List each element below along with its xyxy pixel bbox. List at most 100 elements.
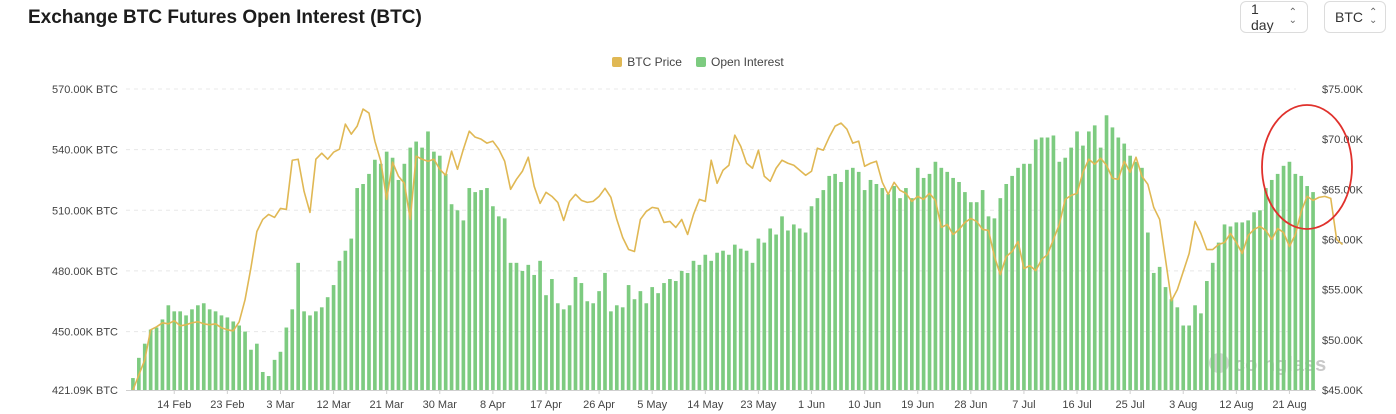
open-interest-bar <box>915 167 920 390</box>
open-interest-bar <box>1234 222 1239 390</box>
open-interest-bar <box>1004 184 1009 390</box>
x-tick-label: 30 Mar <box>423 399 458 411</box>
open-interest-bar <box>833 173 837 390</box>
open-interest-bar <box>662 283 666 390</box>
open-interest-bar <box>378 163 383 390</box>
unit-select[interactable]: BTC ⌃ ⌄ <box>1324 1 1386 33</box>
legend-item-open-interest[interactable]: Open Interest <box>695 55 784 69</box>
y-left-tick-label: 450.00K BTC <box>52 327 118 339</box>
open-interest-bar <box>821 190 826 390</box>
open-interest-bar <box>331 285 336 390</box>
open-interest-bar <box>904 188 908 390</box>
open-interest-bar <box>1264 188 1268 390</box>
open-interest-bar <box>154 327 159 390</box>
x-tick-label: 26 Apr <box>583 399 615 411</box>
y-right-tick-label: $70.00K <box>1322 134 1364 146</box>
y-left-tick-label: 421.09K BTC <box>52 385 118 397</box>
open-interest-bar <box>1140 167 1144 390</box>
open-interest-bar <box>390 157 395 390</box>
open-interest-bar <box>219 315 224 390</box>
open-interest-bar <box>1222 224 1227 390</box>
open-interest-bar <box>349 238 354 390</box>
open-interest-bar <box>255 343 259 390</box>
open-interest-bar <box>632 299 637 390</box>
open-interest-bar <box>815 198 820 390</box>
open-interest-bar <box>396 179 401 390</box>
open-interest-bar <box>927 173 932 390</box>
x-tick-label: 21 Aug <box>1272 399 1306 411</box>
open-interest-bar <box>361 184 365 390</box>
open-interest-bar <box>1033 139 1038 390</box>
open-interest-bar <box>408 147 413 390</box>
open-interest-bar <box>1022 163 1026 390</box>
open-interest-bar <box>1081 145 1085 390</box>
y-right-tick-label: $55.00K <box>1322 285 1364 297</box>
open-interest-bar <box>243 331 247 390</box>
open-interest-bar <box>284 327 289 390</box>
open-interest-bar <box>520 270 525 390</box>
x-tick-label: 12 Mar <box>316 399 351 411</box>
open-interest-bar <box>968 202 973 390</box>
open-interest-bar <box>626 285 631 390</box>
open-interest-bar <box>762 242 767 390</box>
open-interest-bar <box>278 351 283 390</box>
page-title: Exchange BTC Futures Open Interest (BTC) <box>28 7 422 28</box>
open-interest-bar <box>420 147 424 390</box>
open-interest-bar <box>585 301 590 390</box>
open-interest-bar <box>909 198 914 390</box>
open-interest-bar <box>656 293 660 390</box>
open-interest-bar <box>1281 165 1286 390</box>
open-interest-bar <box>532 274 537 390</box>
annotation-circle <box>1261 104 1353 230</box>
open-interest-bar <box>727 254 731 390</box>
legend-swatch-open-interest <box>695 57 706 67</box>
open-interest-bar <box>196 305 200 390</box>
open-interest-bar <box>780 216 784 390</box>
open-interest-bar <box>1169 299 1174 390</box>
x-tick-label: 7 Jul <box>1012 399 1035 411</box>
open-interest-bar <box>231 321 236 390</box>
open-interest-bar <box>302 311 306 390</box>
open-interest-bar <box>898 198 902 390</box>
open-interest-bar <box>721 250 725 390</box>
x-tick-label: 10 Jun <box>848 399 881 411</box>
open-interest-bar <box>514 262 519 390</box>
open-interest-bar <box>272 359 277 390</box>
open-interest-bar <box>213 311 218 390</box>
open-interest-bar <box>951 177 955 390</box>
open-interest-bar <box>1187 325 1191 390</box>
open-interest-bar <box>573 276 578 390</box>
open-interest-bar <box>1163 287 1168 390</box>
open-interest-bar <box>939 167 944 390</box>
x-tick-label: 19 Jun <box>901 399 934 411</box>
open-interest-bar <box>768 228 773 390</box>
interval-select[interactable]: 1 day ⌃ ⌄ <box>1240 1 1308 33</box>
open-interest-bar <box>148 329 153 390</box>
open-interest-bar <box>797 228 802 390</box>
open-interest-bar <box>237 325 241 390</box>
open-interest-bar <box>709 260 714 390</box>
open-interest-bar <box>373 159 377 390</box>
open-interest-bar <box>597 291 601 390</box>
open-interest-bar <box>384 151 389 390</box>
y-right-tick-label: $75.00K <box>1322 84 1364 96</box>
legend-item-btc-price[interactable]: BTC Price <box>612 55 682 69</box>
x-tick-label: 17 Apr <box>530 399 562 411</box>
open-interest-bar <box>1228 226 1233 390</box>
open-interest-bar <box>845 169 849 390</box>
open-interest-bar <box>868 179 873 390</box>
open-interest-bar <box>550 279 554 390</box>
open-interest-bar <box>827 175 832 390</box>
open-interest-bar <box>485 188 489 390</box>
open-interest-bar <box>1098 147 1103 390</box>
open-interest-bar <box>249 349 253 390</box>
open-interest-bar <box>892 186 896 390</box>
open-interest-bar <box>850 167 855 390</box>
open-interest-bar <box>715 252 719 390</box>
x-tick-label: 23 May <box>740 399 777 411</box>
open-interest-bar <box>673 281 678 390</box>
open-interest-bar <box>1039 137 1044 390</box>
open-interest-bar <box>697 264 702 390</box>
x-tick-label: 3 Mar <box>266 399 294 411</box>
open-interest-bar <box>591 303 596 390</box>
